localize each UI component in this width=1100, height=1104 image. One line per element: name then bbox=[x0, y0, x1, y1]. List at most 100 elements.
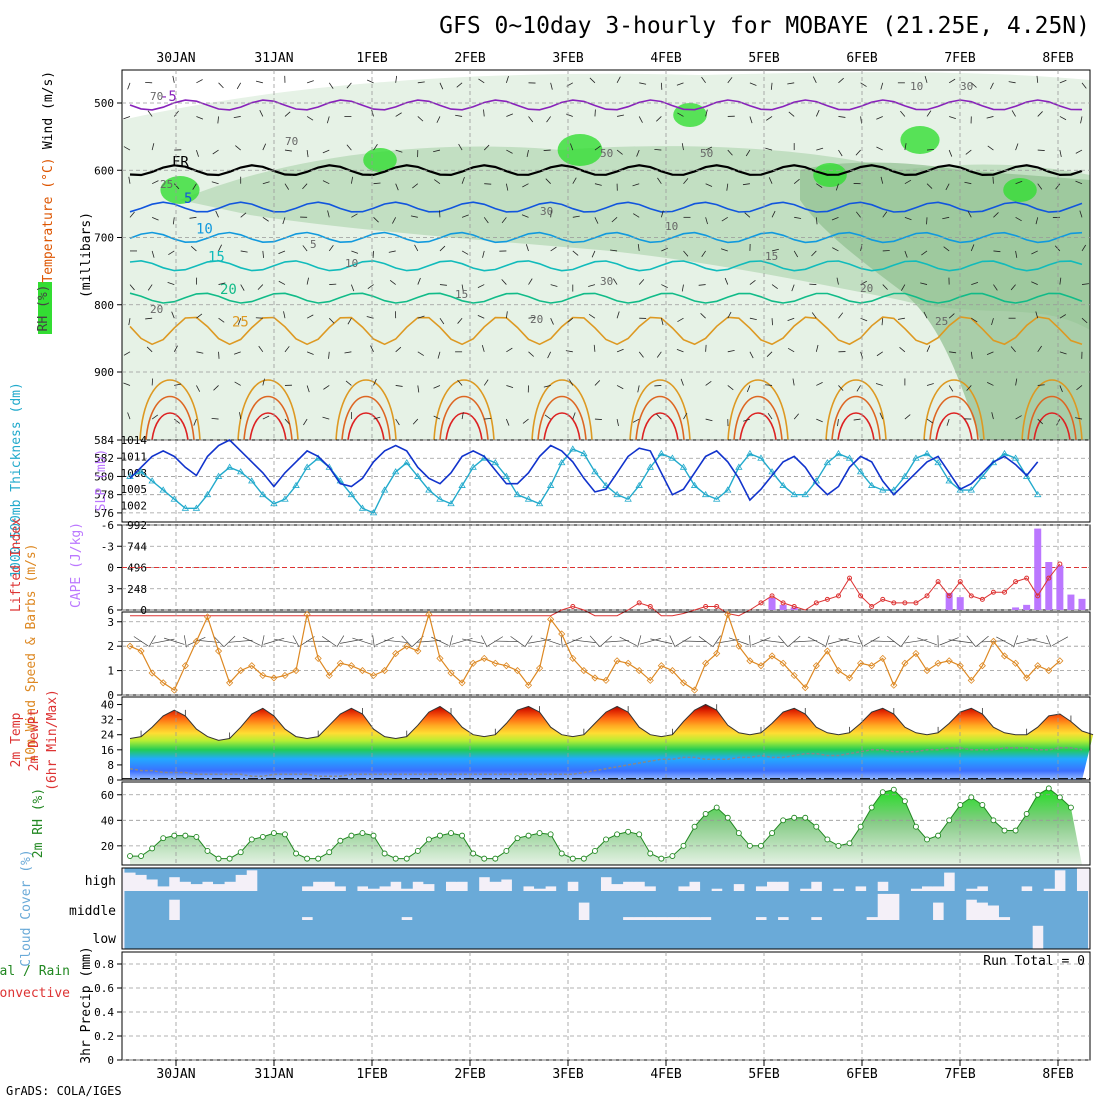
rh2m-point bbox=[681, 843, 686, 848]
middle-cloud-bar bbox=[933, 891, 945, 903]
middle-cloud-bar bbox=[966, 891, 978, 900]
middle-cloud-bar bbox=[479, 891, 491, 920]
cape-bar bbox=[1067, 595, 1074, 610]
middle-cloud-bar bbox=[468, 891, 480, 920]
middle-cloud-bar bbox=[733, 891, 745, 920]
low-cloud-bar bbox=[434, 920, 446, 949]
rh2m-point bbox=[504, 848, 509, 853]
middle-cloud-bar bbox=[844, 891, 856, 920]
middle-cloud-bar bbox=[279, 891, 291, 920]
high-cloud-bar bbox=[1010, 868, 1022, 891]
slp-tick-label: 1014 bbox=[121, 434, 148, 447]
rh2m-point bbox=[305, 856, 310, 861]
isotherm-label: 10 bbox=[196, 222, 213, 238]
contour-label: 30 bbox=[540, 205, 553, 218]
cloud-level-label: middle bbox=[69, 904, 116, 919]
high-cloud-bar bbox=[744, 868, 756, 891]
middle-cloud-bar bbox=[623, 891, 635, 917]
middle-cloud-bar bbox=[445, 891, 457, 920]
high-cloud-bar bbox=[933, 868, 945, 886]
rh2m-point bbox=[581, 856, 586, 861]
high-cloud-bar bbox=[800, 868, 812, 889]
middle-cloud-bar bbox=[490, 891, 502, 920]
low-cloud-bar bbox=[899, 920, 911, 949]
low-cloud-bar bbox=[257, 920, 269, 949]
low-cloud-bar bbox=[578, 920, 590, 949]
middle-cloud-bar bbox=[888, 891, 900, 894]
high-cloud-bar bbox=[556, 868, 568, 891]
high-cloud-bar bbox=[755, 868, 767, 886]
middle-cloud-bar bbox=[202, 891, 214, 920]
surface-wind-barb bbox=[450, 635, 453, 647]
precip-axis-label: 3hr Precip (mm) bbox=[79, 946, 94, 1063]
high-cloud-bar bbox=[833, 868, 845, 889]
contour-label: 50 bbox=[700, 147, 713, 160]
precip-legend-convective: Convective bbox=[0, 986, 70, 1001]
li-tick-label: 0 bbox=[107, 562, 114, 575]
surface-wind-barb bbox=[152, 639, 174, 643]
middle-cloud-bar bbox=[778, 891, 790, 917]
middle-cloud-bar bbox=[501, 891, 513, 920]
surface-wind-barb bbox=[243, 637, 261, 645]
high-cloud-bar bbox=[678, 868, 690, 886]
rh2m-point bbox=[659, 856, 664, 861]
rh2m-point bbox=[316, 856, 321, 861]
temp-tick-label: 8 bbox=[107, 759, 114, 772]
surface-wind-barb bbox=[184, 635, 186, 647]
rh2m-point bbox=[227, 856, 232, 861]
li-tick-label: 3 bbox=[107, 583, 114, 596]
high-cloud-bar bbox=[589, 868, 601, 891]
bottom-date-label: 6FEB bbox=[846, 1067, 877, 1082]
surface-wind-barb bbox=[788, 636, 800, 646]
surface-wind-barb bbox=[638, 635, 641, 647]
middle-cloud-bar bbox=[866, 891, 878, 917]
temp-axis-label: 2m Temp bbox=[9, 712, 24, 767]
surface-wind-barb bbox=[640, 638, 661, 644]
middle-cloud-bar bbox=[711, 891, 723, 920]
precip-tick-label: 0.2 bbox=[94, 1030, 114, 1043]
rh2m-point bbox=[150, 846, 155, 851]
high-cloud-bar bbox=[468, 868, 480, 891]
low-cloud-bar bbox=[811, 920, 823, 949]
surface-wind-barb bbox=[541, 638, 561, 645]
contour-label: 20 bbox=[530, 313, 543, 326]
surface-wind-barb bbox=[752, 638, 771, 646]
low-cloud-bar bbox=[401, 920, 413, 949]
high-cloud-bar bbox=[722, 868, 734, 891]
high-cloud-bar bbox=[324, 868, 336, 882]
middle-cloud-bar bbox=[390, 891, 402, 920]
rh2m-fill bbox=[130, 788, 1082, 865]
rh-axis-label: RH (%) bbox=[36, 285, 51, 332]
low-cloud-bar bbox=[213, 920, 225, 949]
rh2m-point bbox=[615, 832, 620, 837]
cape-axis-label: CAPE (J/kg) bbox=[69, 522, 84, 608]
high-cloud-bar bbox=[434, 868, 446, 891]
middle-cloud-bar bbox=[147, 891, 159, 920]
contour-label: 10 bbox=[665, 220, 678, 233]
cape-bar bbox=[780, 605, 787, 610]
minmax-axis-label: (6hr Min/Max) bbox=[45, 689, 60, 791]
low-cloud-bar bbox=[235, 920, 247, 949]
rh2m-point bbox=[814, 824, 819, 829]
surface-wind-barb bbox=[462, 639, 484, 644]
low-cloud-bar bbox=[910, 920, 922, 949]
middle-cloud-bar bbox=[246, 891, 258, 920]
rh2m-point bbox=[415, 848, 420, 853]
rh2m-tick-label: 20 bbox=[101, 840, 114, 853]
surface-wind-barb bbox=[1027, 639, 1049, 644]
temp-tick-label: 32 bbox=[101, 714, 114, 727]
high-cloud-bar bbox=[1032, 868, 1044, 891]
cape-bar bbox=[1012, 607, 1019, 610]
temp-tick-label: 16 bbox=[101, 744, 114, 757]
surface-wind-barb bbox=[605, 640, 629, 642]
bottom-date-label: 7FEB bbox=[944, 1067, 975, 1082]
middle-cloud-bar bbox=[180, 891, 192, 920]
surface-wind-barb bbox=[262, 635, 265, 647]
rh2m-point bbox=[360, 831, 365, 836]
cape-tick-label: 992 bbox=[127, 519, 147, 532]
high-cloud-bar bbox=[711, 868, 723, 889]
rh2m-point bbox=[194, 834, 199, 839]
